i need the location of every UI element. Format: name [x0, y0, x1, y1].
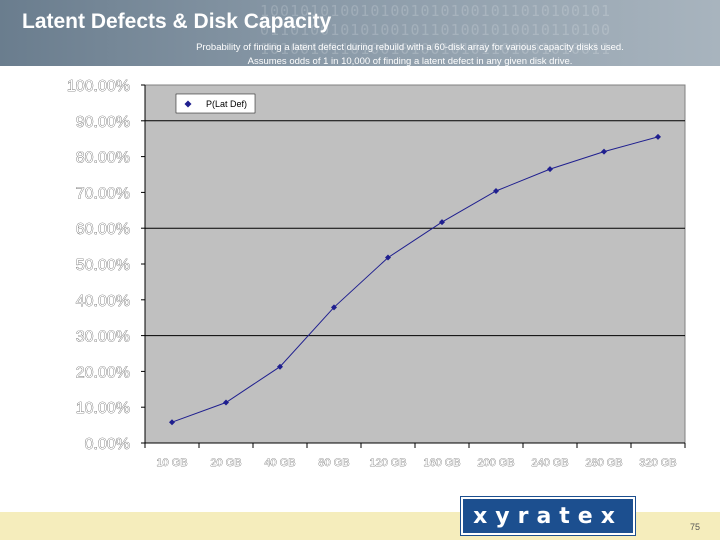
- y-tick-label: 60.00%: [76, 221, 130, 238]
- header-bar: 10010101001010010101001011010100101 01101…: [0, 0, 720, 66]
- y-tick-label: 80.00%: [76, 150, 130, 167]
- x-tick-label: 20 GB: [210, 457, 241, 469]
- series-line: [171, 136, 659, 423]
- x-tick-label: 10 GB: [156, 457, 187, 469]
- x-tick-label: 120 GB: [369, 457, 406, 469]
- data-point-marker: [385, 254, 391, 261]
- y-tick-label: 70.00%: [76, 185, 130, 202]
- series-p-lat-def: [169, 133, 661, 426]
- y-tick-label: 0.00%: [85, 436, 130, 453]
- x-tick-label: 280 GB: [585, 457, 622, 469]
- grid-lines: [145, 120, 685, 337]
- data-point-marker: [547, 166, 553, 173]
- subtitle-line-2: Assumes odds of 1 in 10,000 of finding a…: [247, 56, 573, 67]
- data-point-marker: [601, 148, 607, 155]
- page-title: Latent Defects & Disk Capacity: [22, 10, 332, 33]
- legend-marker-icon: [184, 100, 192, 108]
- data-point-marker: [655, 133, 661, 140]
- y-tick-label: 100.00%: [67, 78, 130, 95]
- company-logo: xyratex: [461, 497, 635, 535]
- legend-label: P(Lat Def): [206, 99, 247, 109]
- data-point-marker: [223, 399, 229, 406]
- x-tick-label: 160 GB: [423, 457, 460, 469]
- x-tick-label: 80 GB: [318, 457, 349, 469]
- legend: P(Lat Def): [175, 93, 256, 114]
- y-tick-label: 40.00%: [76, 293, 130, 310]
- x-tick-label: 200 GB: [477, 457, 514, 469]
- y-tick-label: 90.00%: [76, 114, 130, 131]
- x-tick-label: 240 GB: [531, 457, 568, 469]
- x-tick-label: 40 GB: [264, 457, 295, 469]
- y-tick-label: 10.00%: [76, 400, 130, 417]
- plot-area: [144, 84, 686, 444]
- x-axis-ticks: 10 GB 20 GB 40 GB 80 GB 120 GB 160 GB 200 GB 24…: [144, 443, 686, 469]
- page-number: 75: [690, 522, 701, 532]
- chart-subtitle: Probability of finding a latent defect d…: [120, 41, 700, 69]
- logo-text: xyratex: [473, 503, 623, 529]
- data-point-marker: [493, 187, 499, 194]
- data-point-marker: [331, 304, 337, 311]
- y-axis-ticks: 0.00% 10.00% 20.00% 30.00% 40.00% 50.00% 60.00…: [67, 78, 145, 453]
- data-point-marker: [439, 219, 445, 226]
- y-tick-label: 20.00%: [76, 364, 130, 381]
- legend-box: [175, 93, 256, 114]
- data-point-marker: [277, 363, 283, 370]
- data-point-marker: [169, 419, 175, 426]
- subtitle-line-1: Probability of finding a latent defect d…: [196, 42, 624, 53]
- x-tick-label: 320 GB: [639, 457, 676, 469]
- y-tick-label: 30.00%: [76, 329, 130, 346]
- y-tick-label: 50.00%: [76, 257, 130, 274]
- binary-pattern-decoration: 10010101001010010101001011010100101 01101…: [260, 2, 612, 58]
